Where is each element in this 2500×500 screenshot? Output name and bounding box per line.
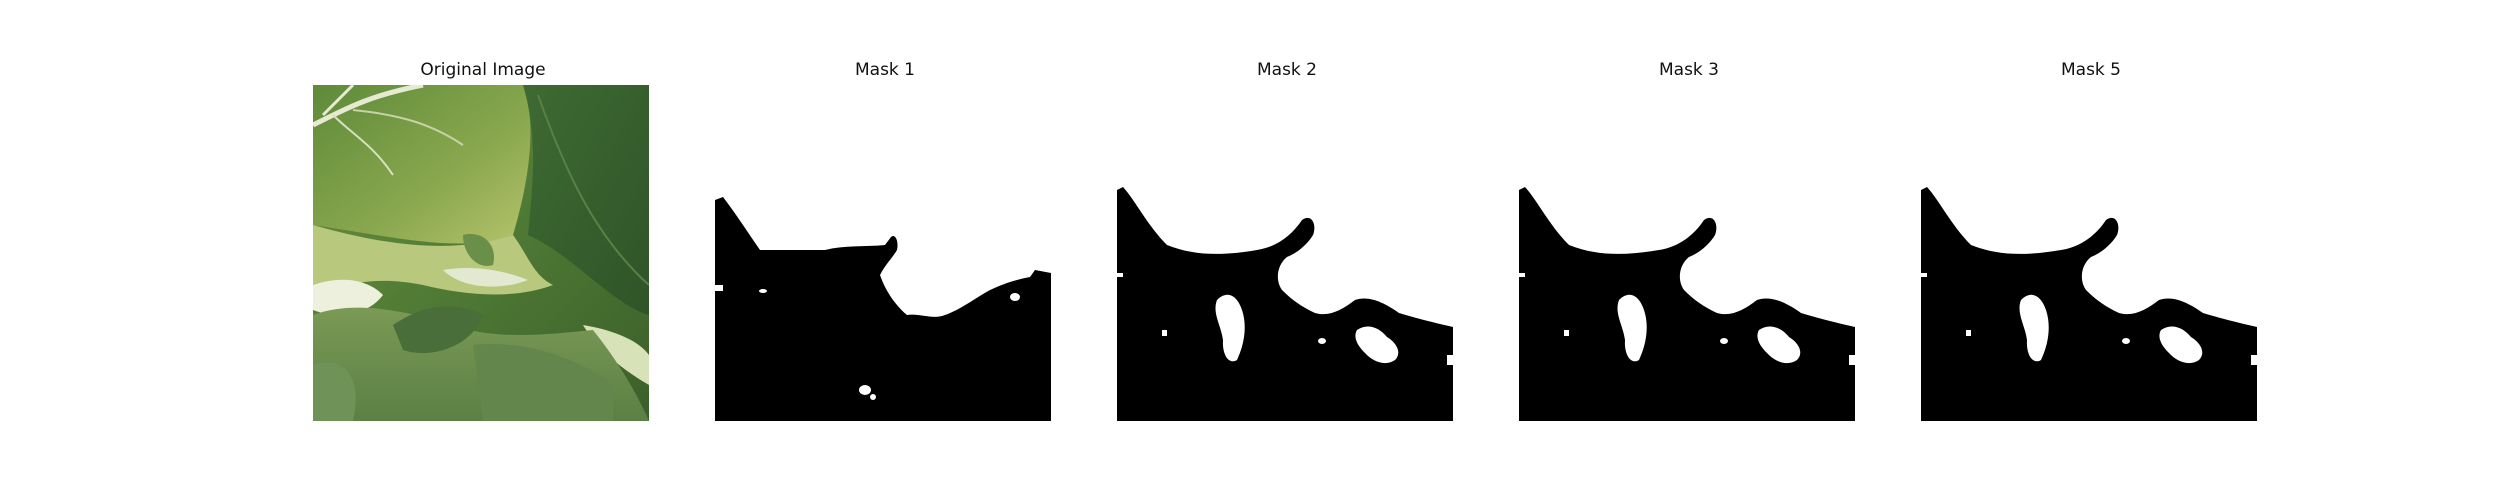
mask-3-image [1519, 85, 1855, 421]
panel-title-mask-2: Mask 2 [1256, 60, 1317, 80]
panel-mask-5: Mask 5 [1921, 0, 2261, 500]
mask-5-image [1921, 85, 2257, 421]
mask-2-shape [1117, 85, 1453, 421]
panel-mask-1: Mask 1 [715, 0, 1055, 500]
panel-title-original-image: Original Image [420, 60, 546, 80]
panel-title-mask-3: Mask 3 [1658, 60, 1719, 80]
mask-1-image [715, 85, 1051, 421]
panel-title-mask-1: Mask 1 [854, 60, 915, 80]
mask-2-image [1117, 85, 1453, 421]
mask-3-shape [1519, 85, 1855, 421]
panel-mask-3: Mask 3 [1519, 0, 1859, 500]
original-image [313, 85, 649, 421]
original-image-photo [313, 85, 649, 421]
panel-original-image: Original Image [313, 0, 653, 500]
panel-mask-2: Mask 2 [1117, 0, 1457, 500]
panel-title-mask-5: Mask 5 [2060, 60, 2121, 80]
mask-5-shape [1921, 85, 2257, 421]
mask-1-shape [715, 85, 1051, 421]
